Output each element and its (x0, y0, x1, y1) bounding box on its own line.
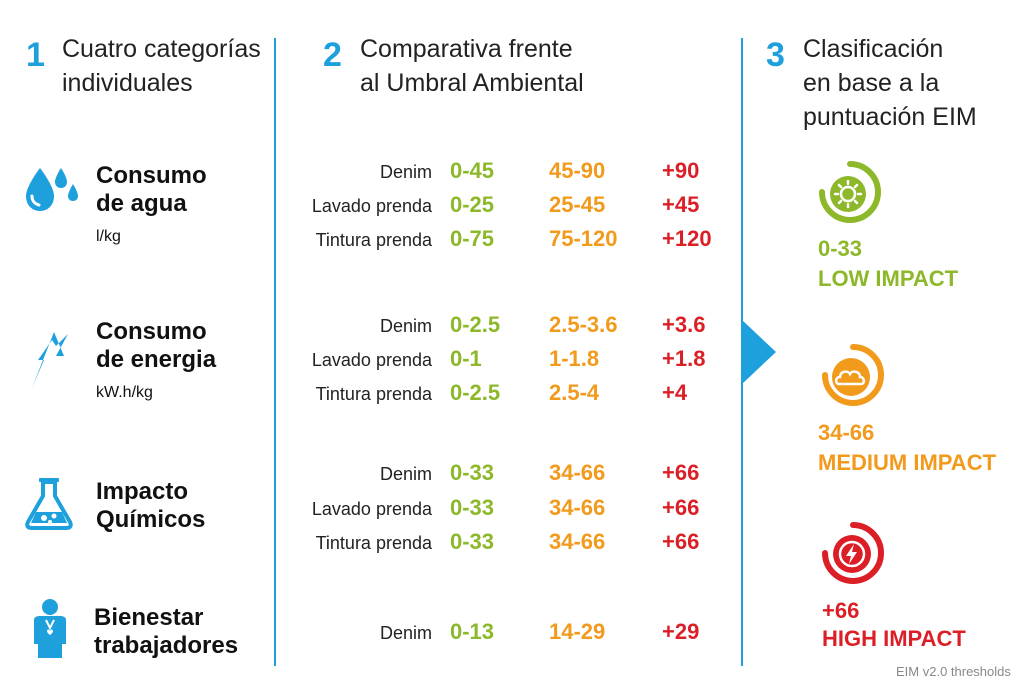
heading-line: Cuatro categorías (62, 35, 261, 63)
high-impact-range: +66 (822, 598, 860, 623)
row-label: Tintura prenda (315, 384, 432, 404)
row-label: Denim (379, 316, 432, 336)
low-value: 0-33 (450, 460, 495, 485)
medium-impact-range: 34-66 (818, 420, 875, 445)
high-value: +29 (662, 619, 700, 644)
lightning-icon (32, 332, 68, 388)
high-value: +66 (662, 529, 700, 554)
category-title-chemicals: Impacto Químicos (96, 478, 205, 534)
row-label: Tintura prenda (315, 533, 432, 553)
heading-line: en base a la (803, 69, 940, 97)
water-drops-icon (26, 168, 78, 211)
high-value: +3.6 (662, 312, 706, 337)
medium-value: 14-29 (549, 619, 606, 644)
medium-value: 34-66 (549, 460, 606, 485)
step-2-number: 2 (323, 36, 342, 74)
title-line: de agua (96, 190, 187, 217)
high-value: +90 (662, 158, 700, 183)
medium-impact-label: MEDIUM IMPACT (818, 450, 997, 475)
step-3-number: 3 (766, 36, 785, 74)
category-title-workers: Bienestar trabajadores (94, 604, 238, 660)
low-value: 0-75 (450, 226, 495, 251)
lightning-alert-icon (822, 522, 884, 584)
low-value: 0-25 (450, 192, 495, 217)
row-label: Denim (379, 464, 432, 484)
high-value: +45 (662, 192, 700, 217)
category-title-water: Consumo de agua (96, 162, 207, 218)
row-label: Denim (379, 162, 432, 182)
low-impact-label: LOW IMPACT (818, 266, 959, 291)
title-line: Químicos (96, 506, 206, 533)
heading-line: puntuación EIM (803, 103, 977, 131)
heading-line: Comparativa frente (360, 35, 573, 63)
medium-value: 2.5-4 (549, 380, 600, 405)
step-1-number: 1 (26, 36, 45, 74)
medium-value: 34-66 (549, 529, 606, 554)
title-line: Bienestar (94, 604, 204, 631)
cloud-icon (822, 344, 884, 406)
arrow-right-icon (742, 320, 776, 384)
heading-line: Clasificación (803, 35, 944, 63)
heading-line: al Umbral Ambiental (360, 69, 584, 97)
high-impact-label: HIGH IMPACT (822, 626, 966, 651)
title-line: de energia (96, 346, 217, 373)
low-value: 0-33 (450, 529, 495, 554)
title-line: Consumo (96, 318, 207, 345)
category-unit-water: l/kg (96, 228, 121, 245)
high-value: +4 (662, 380, 688, 405)
row-label: Denim (379, 623, 432, 643)
high-value: +66 (662, 460, 700, 485)
medium-value: 45-90 (549, 158, 606, 183)
category-title-energy: Consumo de energia (96, 318, 216, 374)
low-value: 0-2.5 (450, 312, 501, 337)
row-label: Tintura prenda (315, 230, 432, 250)
medium-value: 2.5-3.6 (549, 312, 618, 337)
low-impact-range: 0-33 (818, 236, 863, 261)
category-unit-energy: kW.h/kg (96, 384, 153, 401)
medium-value: 34-66 (549, 495, 606, 520)
row-label: Lavado prenda (311, 196, 432, 216)
title-line: trabajadores (94, 632, 239, 659)
step-1-heading: Cuatro categorías individuales (62, 32, 261, 100)
low-value: 0-1 (450, 346, 482, 371)
step-3-heading: Clasificación en base a la puntuación EI… (803, 32, 977, 134)
high-value: +66 (662, 495, 700, 520)
column-divider-1 (274, 38, 276, 666)
title-line: Consumo (96, 162, 207, 189)
medium-value: 1-1.8 (549, 346, 600, 371)
medium-value: 75-120 (549, 226, 618, 251)
low-value: 0-33 (450, 495, 495, 520)
heading-line: individuales (62, 69, 193, 97)
flask-icon (25, 478, 73, 530)
footer-note: EIM v2.0 thresholds (896, 664, 1011, 679)
high-value: +1.8 (662, 346, 706, 371)
title-line: Impacto (96, 478, 189, 505)
row-label: Lavado prenda (311, 350, 432, 370)
worker-icon (34, 599, 66, 658)
low-value: 0-13 (450, 619, 495, 644)
sun-icon (819, 161, 881, 223)
low-value: 0-45 (450, 158, 495, 183)
step-2-heading: Comparativa frente al Umbral Ambiental (360, 32, 584, 100)
medium-value: 25-45 (549, 192, 606, 217)
low-value: 0-2.5 (450, 380, 501, 405)
row-label: Lavado prenda (311, 499, 432, 519)
high-value: +120 (662, 226, 712, 251)
